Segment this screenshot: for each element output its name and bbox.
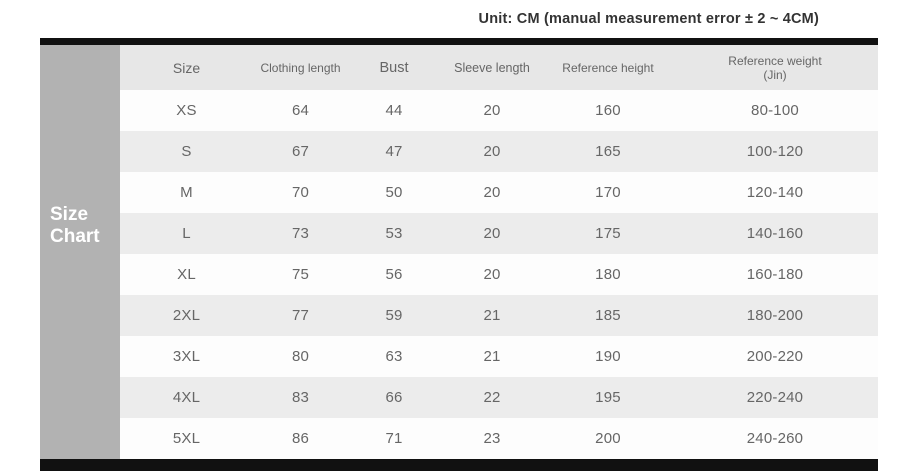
- value-cell: 20: [483, 184, 501, 201]
- value-cell: 63: [385, 348, 403, 365]
- value-cell: 20: [483, 266, 501, 283]
- value-cell: 86: [291, 430, 310, 447]
- value-cell: 175: [595, 225, 621, 242]
- value-cell: 140-160: [746, 225, 804, 242]
- value-cell: 180: [595, 266, 621, 283]
- value-cell: 190: [595, 348, 621, 365]
- bottom-divider: [40, 459, 878, 471]
- table-row: L 73 53 20 175 140-160: [120, 213, 878, 254]
- value-cell: 44: [385, 102, 403, 119]
- size-cell: XL: [177, 266, 196, 283]
- value-cell: 22: [483, 389, 501, 406]
- value-cell: 120-140: [746, 184, 804, 201]
- value-cell: 80: [291, 348, 310, 365]
- size-cell: XS: [176, 102, 197, 119]
- header-row: Size Clothing length Bust Sleeve length Refe…: [120, 45, 878, 90]
- value-cell: 20: [483, 102, 501, 119]
- size-table: Size Clothing length Bust Sleeve length Refe…: [120, 45, 878, 459]
- value-cell: 185: [595, 307, 621, 324]
- column-header-size: Size: [172, 59, 201, 76]
- size-cell: S: [181, 143, 192, 160]
- size-cell: 2XL: [172, 307, 201, 324]
- value-cell: 75: [291, 266, 310, 283]
- value-cell: 56: [385, 266, 403, 283]
- value-cell: 160: [595, 102, 621, 119]
- value-cell: 83: [291, 389, 310, 406]
- value-cell: 66: [385, 389, 403, 406]
- value-cell: 165: [595, 143, 621, 160]
- size-chart-label-line2: Chart: [50, 226, 100, 247]
- value-cell: 100-120: [746, 143, 804, 160]
- size-chart-label-line1: Size: [50, 204, 89, 225]
- column-header-height: Reference height: [562, 60, 654, 75]
- size-cell: 3XL: [172, 348, 201, 365]
- table-row: 2XL 77 59 21 185 180-200: [120, 295, 878, 336]
- top-divider: [40, 38, 878, 45]
- value-cell: 70: [291, 184, 310, 201]
- size-cell: L: [182, 225, 191, 242]
- value-cell: 80-100: [751, 102, 799, 119]
- value-cell: 20: [483, 225, 501, 242]
- value-cell: 73: [291, 225, 310, 242]
- value-cell: 71: [385, 430, 403, 447]
- size-cell: M: [180, 184, 193, 201]
- value-cell: 160-180: [746, 266, 804, 283]
- value-cell: 200: [595, 430, 621, 447]
- value-cell: 53: [385, 225, 403, 242]
- column-header-clothing: Clothing length: [260, 60, 341, 75]
- value-cell: 21: [483, 307, 501, 324]
- value-cell: 200-220: [746, 348, 804, 365]
- value-cell: 240-260: [746, 430, 804, 447]
- value-cell: 50: [385, 184, 403, 201]
- value-cell: 47: [385, 143, 403, 160]
- unit-note: Unit: CM (manual measurement error ± 2 ~…: [478, 11, 819, 27]
- table-row: XS 64 44 20 160 80-100: [120, 90, 878, 131]
- value-cell: 64: [291, 102, 310, 119]
- value-cell: 180-200: [746, 307, 804, 324]
- value-cell: 21: [483, 348, 501, 365]
- size-chart-panel: Size Chart: [40, 45, 120, 459]
- table-row: 4XL 83 66 22 195 220-240: [120, 377, 878, 418]
- table-row: XL 75 56 20 180 160-180: [120, 254, 878, 295]
- value-cell: 23: [483, 430, 501, 447]
- table-row: 3XL 80 63 21 190 200-220: [120, 336, 878, 377]
- table-row: S 67 47 20 165 100-120: [120, 131, 878, 172]
- value-cell: 195: [595, 389, 621, 406]
- value-cell: 220-240: [746, 389, 804, 406]
- column-header-bust: Bust: [379, 59, 409, 76]
- table-row: 5XL 86 71 23 200 240-260: [120, 418, 878, 459]
- value-cell: 67: [291, 143, 310, 160]
- table-row: M 70 50 20 170 120-140: [120, 172, 878, 213]
- column-header-sleeve: Sleeve length: [454, 60, 530, 75]
- value-cell: 20: [483, 143, 501, 160]
- value-cell: 59: [385, 307, 403, 324]
- value-cell: 170: [595, 184, 621, 201]
- value-cell: 77: [291, 307, 310, 324]
- column-header-weight: Reference weight (Jin): [728, 53, 822, 82]
- size-cell: 5XL: [172, 430, 201, 447]
- size-cell: 4XL: [172, 389, 201, 406]
